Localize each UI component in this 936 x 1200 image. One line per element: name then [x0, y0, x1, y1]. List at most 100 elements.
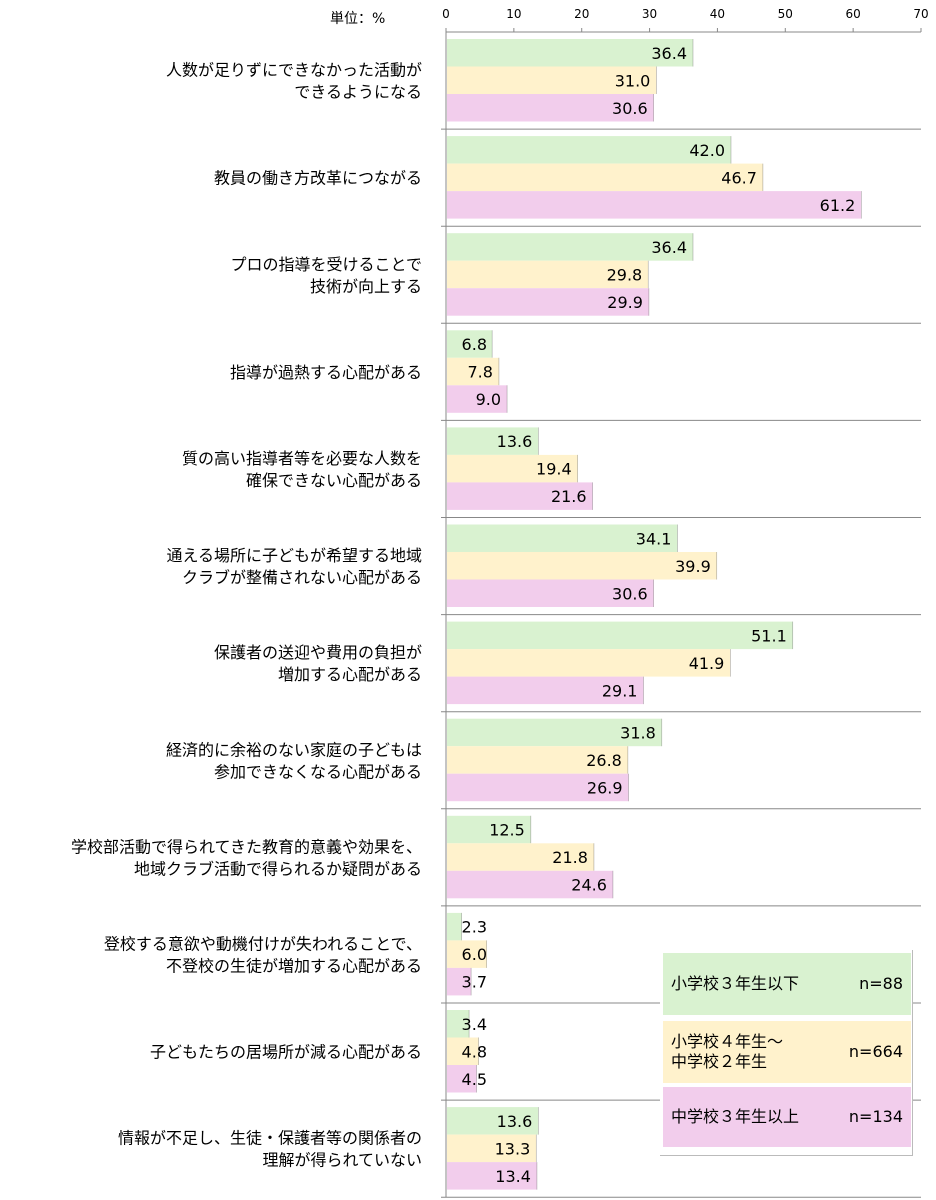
- category-label: 通える場所に子どもが希望する地域: [166, 546, 422, 565]
- bar: [447, 191, 862, 219]
- x-tick-label: 50: [778, 7, 793, 21]
- data-label: 6.0: [462, 945, 487, 964]
- category-label: 地域クラブ活動で得られるか疑問がある: [134, 859, 422, 878]
- unit-label: 単位：%: [330, 11, 386, 27]
- data-label: 21.8: [552, 848, 588, 867]
- data-label: 6.8: [462, 335, 487, 354]
- bar: [447, 357, 499, 386]
- bar: [447, 552, 717, 580]
- data-label: 26.8: [586, 751, 622, 770]
- x-tick-label: 40: [710, 7, 725, 21]
- data-label: 13.3: [495, 1139, 531, 1158]
- data-label: 36.4: [651, 44, 687, 63]
- data-label: 4.8: [462, 1042, 487, 1061]
- legend-n: n=134: [848, 1107, 903, 1126]
- data-label: 29.9: [607, 293, 643, 312]
- x-tick-label: 60: [846, 7, 861, 21]
- category-label: 学校部活動で得られてきた教育的意義や効果を、: [71, 837, 422, 856]
- bar: [447, 718, 662, 747]
- data-label: 51.1: [751, 626, 787, 645]
- bar: [447, 1037, 479, 1065]
- category-label: クラブが整備されない心配がある: [182, 568, 422, 587]
- category-label: 保護者の送迎や費用の負担が: [214, 643, 422, 662]
- bar: [447, 940, 487, 968]
- legend: 小学校３年生以下 n=88 小学校４年生～ 中学校２年生 n=664 中学校３年…: [660, 950, 913, 1156]
- data-label: 29.1: [602, 681, 638, 700]
- category-label: 登校する意欲や動機付けが失われることで、: [104, 934, 422, 953]
- data-label: 12.5: [489, 821, 525, 840]
- category-label: できるようになる: [294, 83, 422, 102]
- bar: [447, 676, 644, 705]
- category-label: 指導が過熱する心配がある: [230, 363, 422, 382]
- bar: [447, 1162, 537, 1190]
- category-label: 参加できなくなる心配がある: [214, 762, 422, 781]
- bar: [447, 746, 628, 774]
- legend-label: 中学校３年生以上: [671, 1107, 800, 1126]
- bar: [447, 579, 654, 607]
- bar: [447, 260, 649, 289]
- data-label: 41.9: [689, 654, 725, 673]
- legend-item-grade3-below: 小学校３年生以下 n=88: [663, 953, 911, 1015]
- data-label: 24.6: [571, 876, 607, 895]
- bar: [447, 1065, 477, 1093]
- bar: [447, 1134, 537, 1163]
- category-label: 情報が不足し、生徒・保護者等の関係者の: [118, 1129, 422, 1148]
- data-label: 3.4: [462, 1015, 487, 1034]
- legend-item-jh3-above: 中学校３年生以上 n=134: [663, 1087, 911, 1147]
- data-label: 4.5: [462, 1070, 487, 1089]
- category-label: 増加する心配がある: [278, 665, 422, 684]
- data-label: 19.4: [536, 460, 572, 479]
- bar: [447, 621, 793, 650]
- x-tick-label: 30: [642, 7, 657, 21]
- data-label: 29.8: [607, 265, 643, 284]
- data-label: 30.6: [612, 584, 648, 603]
- data-label: 3.7: [462, 973, 487, 992]
- bar: [447, 649, 731, 677]
- data-label: 13.6: [497, 432, 533, 451]
- category-label: 理解が得られていない: [262, 1151, 422, 1170]
- category-label: 確保できない心配がある: [246, 471, 422, 490]
- bar: [447, 66, 657, 94]
- data-label: 61.2: [820, 196, 856, 215]
- data-label: 31.8: [620, 723, 656, 742]
- bar: [447, 843, 594, 871]
- x-tick-label: 0: [442, 7, 450, 21]
- category-label: 経済的に余裕のない家庭の子どもは: [166, 740, 422, 759]
- legend-n: n=88: [859, 974, 903, 993]
- bar: [447, 385, 508, 413]
- legend-n: n=664: [848, 1042, 903, 1061]
- data-label: 42.0: [689, 141, 725, 160]
- category-label: 不登校の生徒が増加する心配がある: [166, 956, 422, 975]
- bar: [447, 870, 613, 899]
- x-tick-label: 70: [913, 7, 928, 21]
- bar: [447, 454, 578, 483]
- legend-label: 小学校３年生以下: [671, 974, 800, 993]
- bar: [447, 912, 462, 941]
- bar: [447, 773, 629, 802]
- data-label: 30.6: [612, 99, 648, 118]
- bar: [447, 39, 693, 67]
- data-label: 21.6: [551, 487, 587, 506]
- x-tick-label: 10: [506, 7, 521, 21]
- data-label: 34.1: [636, 529, 672, 548]
- bar: [447, 233, 693, 261]
- data-label: 36.4: [651, 238, 687, 257]
- bar: [447, 815, 531, 844]
- bar: [447, 1107, 539, 1135]
- bar: [447, 524, 678, 552]
- category-label: 人数が足りずにできなかった活動が: [166, 61, 422, 80]
- legend-label: 小学校４年生～ 中学校２年生: [671, 1032, 784, 1071]
- category-label: 質の高い指導者等を必要な人数を: [182, 449, 422, 468]
- data-label: 9.0: [476, 390, 501, 409]
- data-label: 13.6: [497, 1112, 533, 1131]
- bar: [447, 1010, 470, 1038]
- data-label: 31.0: [615, 71, 651, 90]
- data-label: 46.7: [721, 168, 757, 187]
- category-label: 子どもたちの居場所が減る心配がある: [150, 1043, 422, 1062]
- legend-item-grade4-to-jh2: 小学校４年生～ 中学校２年生 n=664: [663, 1021, 911, 1083]
- data-label: 39.9: [675, 557, 711, 576]
- bar: [447, 482, 593, 510]
- x-tick-label: 20: [574, 7, 589, 21]
- category-label: プロの指導を受けることで: [230, 255, 422, 274]
